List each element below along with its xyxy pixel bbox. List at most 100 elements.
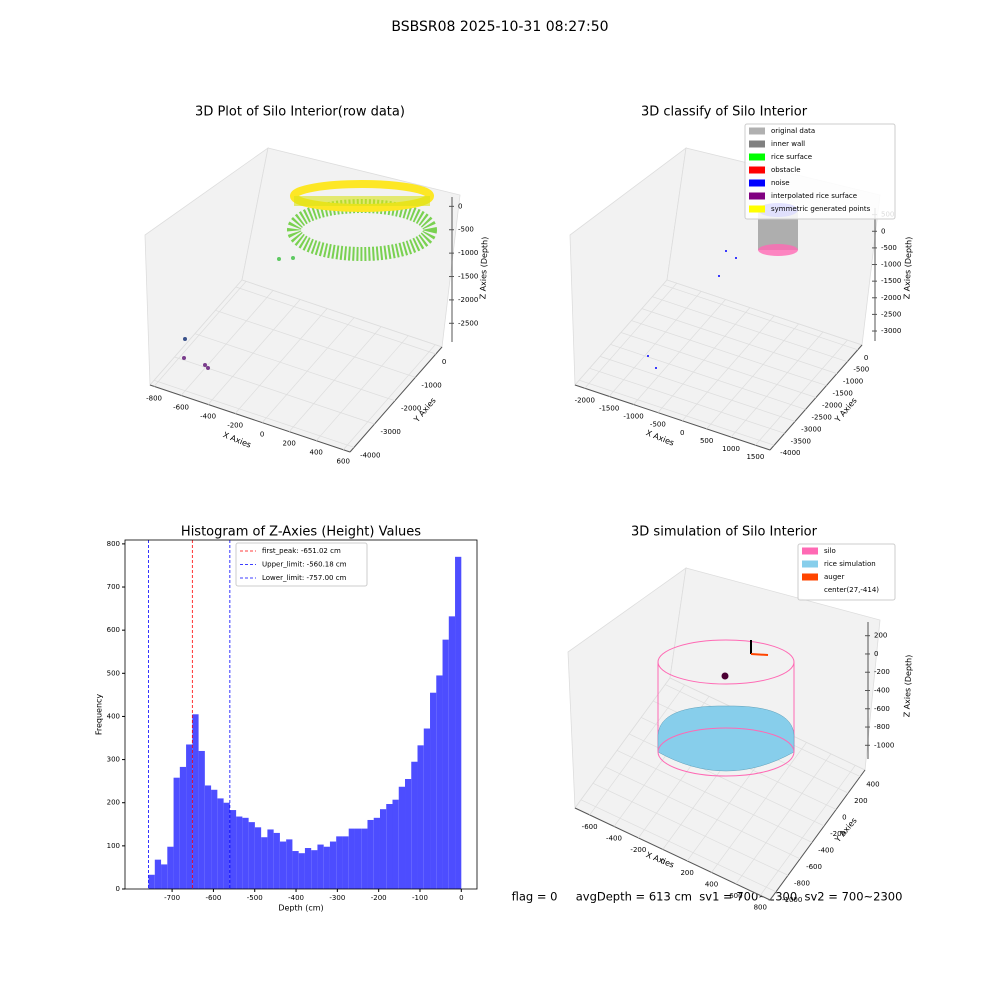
bar (361, 828, 368, 889)
grid-line (234, 308, 328, 414)
x-tick-label: -100 (412, 894, 428, 902)
z-axis-label: Z Axies (Depth) (902, 237, 913, 300)
grid-line (589, 367, 785, 434)
bar (386, 804, 393, 889)
bar (248, 822, 255, 889)
grid-line (631, 320, 827, 386)
bar (342, 836, 349, 889)
x-tick-label: -200 (371, 894, 387, 902)
z-tick-label: -1000 (881, 261, 901, 269)
y-tick-label: 0 (442, 358, 446, 366)
bar (148, 874, 155, 889)
legend-label: rice surface (771, 153, 812, 161)
z-tick-label: -2500 (458, 319, 478, 327)
y-tick-label: -1000 (421, 381, 441, 389)
x-tick-label: -800 (146, 394, 162, 402)
legend-label: interpolated rice surface (771, 192, 857, 200)
axes-3d: -600 -400 -200 0 200 400 600 800 400 200 0 -200 -400… (567, 525, 914, 911)
x-axis-line (574, 807, 771, 901)
x-tick-label: 500 (700, 437, 713, 445)
bar (173, 777, 180, 889)
y-tick-label: 100 (107, 842, 120, 850)
legend-label: Lower_limit: -757.00 cm (262, 574, 347, 582)
grid-line (207, 299, 301, 405)
grid-line (589, 684, 685, 816)
bar (261, 837, 268, 889)
bar (304, 848, 312, 889)
x-axis-label: Depth (cm) (278, 904, 323, 913)
chart-title: 3D simulation of Silo Interior (631, 525, 818, 540)
bar (430, 692, 437, 889)
grid-line (711, 742, 807, 873)
y-tick-label: 200 (854, 797, 867, 805)
grid-line (759, 765, 856, 896)
legend-swatch (802, 560, 818, 568)
grid-line (153, 281, 247, 387)
x-tick-label: -1500 (599, 404, 619, 412)
x-tick-label: -400 (200, 412, 216, 420)
y-tick-label: -500 (853, 366, 869, 374)
legend-box (235, 542, 368, 587)
legend-swatch (749, 179, 765, 187)
grid-line (652, 296, 848, 363)
x-tick-label: -2000 (575, 396, 595, 404)
grid-line (579, 379, 775, 446)
z-tick-label: -1500 (881, 277, 901, 285)
z-tick-label: 200 (874, 632, 887, 640)
bar (211, 789, 218, 889)
x-tick-label: -600 (582, 823, 598, 831)
x-axis-line (574, 384, 771, 451)
z-tick-label: -2500 (881, 310, 901, 318)
x-tick-label: 0 (260, 431, 264, 439)
grid-line (342, 344, 436, 450)
grid-line (604, 766, 801, 860)
grid-line (315, 335, 409, 441)
y-tick-label: -4000 (780, 449, 800, 457)
legend-swatch (802, 573, 818, 581)
chart-title: 3D classify of Silo Interior (641, 105, 808, 120)
x-tick-label: 600 (729, 892, 742, 900)
footer-text: flag = 0 avgDepth = 613 cm sv1 = 700~230… (512, 890, 903, 904)
y-tick-label: -1500 (832, 390, 852, 398)
y-tick-label: 0 (842, 813, 846, 821)
legend-label: center(27,-414) (824, 586, 879, 594)
bar (198, 750, 205, 889)
z-tick-label: -3000 (881, 327, 901, 335)
legend-label: noise (771, 179, 790, 187)
bar (161, 864, 168, 889)
z-tick-label: 0 (874, 650, 878, 658)
y-axis-label: Frequency (95, 694, 104, 736)
legend-label: symmetric generated points (771, 205, 871, 213)
y-tick-label: 0 (116, 885, 120, 893)
x-tick-label: 0 (459, 894, 463, 902)
legend-label: original data (771, 127, 815, 135)
x-tick-label: -300 (329, 894, 345, 902)
y-tick-label: 600 (107, 626, 120, 634)
legend-box (797, 543, 896, 601)
y-tick-label: 0 (864, 354, 868, 362)
legend-box (744, 123, 896, 220)
bar (367, 819, 374, 889)
bar (392, 799, 399, 889)
y-tick-label: 400 (107, 712, 120, 720)
z-tick-label: -500 (458, 226, 474, 234)
y-tick-label: -2000 (401, 405, 421, 413)
grid-line (235, 286, 436, 355)
panel1-decoration (182, 180, 437, 370)
grid-line (610, 344, 806, 410)
y-tick-label: -200 (830, 830, 846, 838)
z-tick-label: -1000 (458, 249, 478, 257)
grid-line (616, 750, 813, 843)
legend-label: inner wall (771, 140, 805, 148)
y-tick-label: -3000 (381, 428, 401, 436)
legend-label: first_peak: -651.02 cm (262, 547, 341, 555)
y-tick-label: 400 (866, 781, 879, 789)
legend-swatch (802, 547, 818, 555)
grid-line (735, 753, 832, 885)
figure-title: BSBSR08 2025-10-31 08:27:50 (391, 19, 608, 35)
x-tick-label: 1500 (746, 453, 764, 461)
z-tick-label: 0 (458, 202, 462, 210)
z-tick-label: -600 (874, 705, 890, 713)
bar (179, 766, 187, 889)
